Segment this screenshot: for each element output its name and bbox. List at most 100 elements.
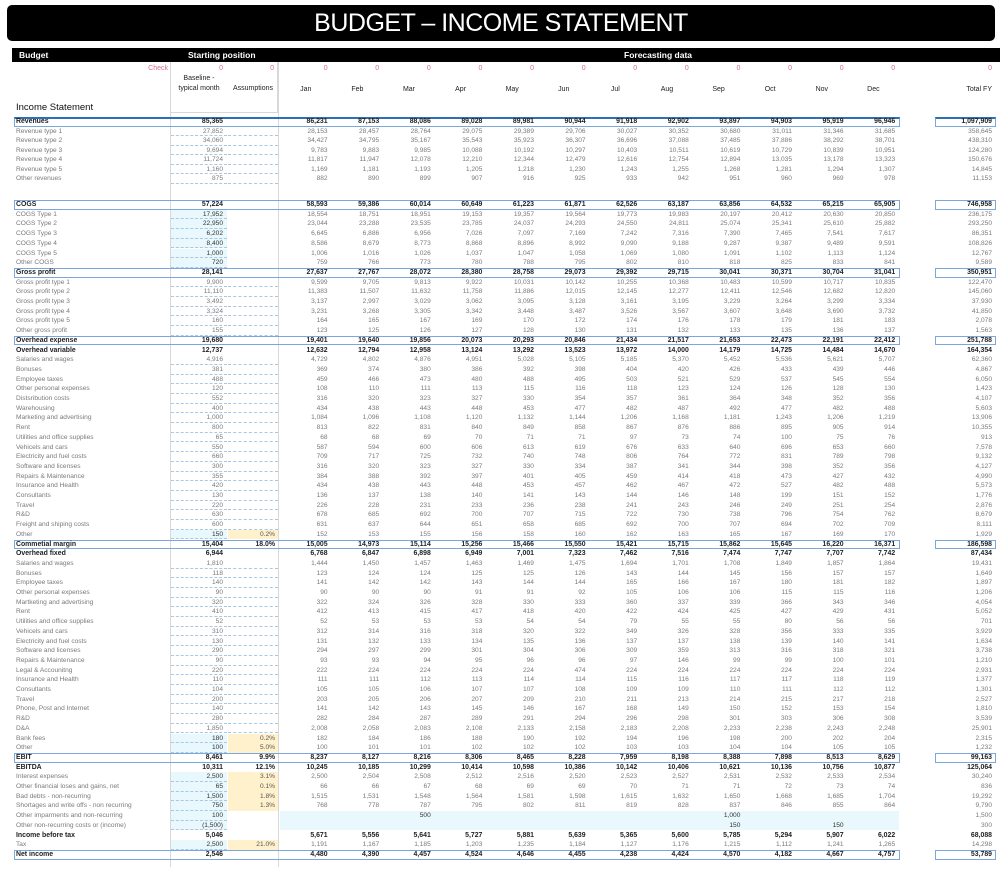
assumption-cell[interactable]: 5.0% — [228, 743, 278, 753]
month-cell-jun[interactable] — [538, 811, 590, 821]
month-cell-may[interactable] — [486, 820, 538, 831]
baseline-cell[interactable]: 8,400 — [171, 238, 227, 249]
month-cell-aug[interactable] — [641, 811, 693, 821]
month-cell-oct[interactable] — [744, 811, 796, 821]
row-label: D&A — [16, 724, 30, 732]
month-cell-jan: 768 — [316, 802, 328, 810]
assumption-cell[interactable]: 0.2% — [228, 529, 278, 540]
month-cell-may: 128 — [522, 327, 534, 335]
assumption-cell[interactable]: 1.8% — [228, 791, 278, 802]
month-cell-apr: 10,414 — [461, 763, 483, 771]
month-cell-mar: 224 — [419, 666, 431, 674]
month-cell-jun[interactable] — [538, 820, 590, 831]
month-cell-aug: 213 — [677, 695, 689, 703]
month-cell-oct: 1,112 — [775, 841, 792, 849]
month-cell-jul: 360 — [626, 598, 638, 606]
total-fy-cell: 2,931 — [975, 666, 992, 674]
assumption-cell[interactable]: 1.3% — [228, 801, 278, 812]
row-label: Legal & Accounitng — [16, 666, 73, 674]
month-cell-may[interactable] — [486, 811, 538, 821]
month-cell-sep[interactable]: 1,000 — [692, 811, 745, 821]
table-row: Other revenues 875 882 890 899 907 916 925 933 94… — [0, 174, 1005, 184]
month-cell-feb[interactable] — [331, 811, 384, 821]
row-border — [14, 335, 900, 346]
month-cell-jun: 477 — [574, 404, 586, 412]
baseline-cell[interactable]: 2,500 — [171, 772, 227, 782]
assumption-cell — [228, 346, 278, 356]
month-cell-dec: 25,882 — [875, 220, 896, 228]
total-fy-cell: 30,240 — [971, 773, 992, 781]
check-value: 0 — [530, 65, 534, 72]
month-cell-nov[interactable] — [796, 811, 848, 821]
month-cell-jul: 503 — [626, 375, 638, 383]
baseline-cell[interactable]: (1,500) — [171, 820, 227, 831]
baseline-cell[interactable]: 17,952 — [171, 209, 227, 220]
month-cell-nov: 789 — [832, 453, 844, 461]
month-cell-jul: 21,434 — [616, 336, 638, 344]
month-cell-dec[interactable] — [847, 820, 900, 831]
total-border — [935, 335, 996, 346]
baseline-cell[interactable]: 150 — [171, 529, 227, 540]
month-cell-aug[interactable] — [641, 820, 693, 831]
assumption-cell — [228, 724, 278, 734]
assumption-cell[interactable]: 3.1% — [228, 772, 278, 782]
month-cell-apr[interactable] — [434, 820, 487, 831]
baseline-cell[interactable]: 65 — [171, 782, 227, 792]
month-cell-dec: 308 — [884, 715, 896, 723]
month-cell-aug: 73 — [681, 433, 689, 441]
month-cell-jul: 5,365 — [619, 831, 638, 839]
month-cell-jul[interactable] — [589, 820, 642, 831]
baseline-cell[interactable]: 750 — [171, 801, 227, 812]
month-cell-mar[interactable] — [383, 820, 435, 831]
baseline-cell[interactable]: 22,950 — [171, 219, 227, 230]
month-cell-sep[interactable]: 150 — [692, 820, 745, 831]
baseline-cell[interactable]: 2,500 — [171, 840, 227, 850]
month-cell-feb[interactable] — [331, 820, 384, 831]
assumption-cell[interactable]: 21.0% — [228, 840, 278, 850]
month-cell-jul: 722 — [626, 511, 638, 519]
month-cell-oct: 139 — [780, 637, 792, 645]
month-cell-jan: 294 — [316, 647, 328, 655]
month-cell-dec: 13,323 — [875, 156, 896, 164]
baseline-cell[interactable]: 100 — [171, 811, 227, 821]
month-cell-nov[interactable]: 150 — [796, 820, 848, 831]
month-cell-mar[interactable]: 500 — [383, 811, 435, 821]
month-cell-jan[interactable] — [280, 820, 332, 831]
month-cell-oct: 20,412 — [771, 210, 792, 218]
month-cell-aug: 361 — [677, 395, 689, 402]
assumption-cell[interactable]: 0.1% — [228, 782, 278, 792]
total-fy-cell: 4,054 — [975, 598, 992, 606]
baseline-cell[interactable]: 1,500 — [171, 791, 227, 802]
month-cell-sep: 15,862 — [719, 540, 741, 548]
month-cell-jun: 144 — [574, 579, 586, 587]
table-row: Consultants 104 105 105 106 107 107 108 109 109 11… — [0, 685, 1005, 695]
table-row: Rent 800 813 822 831 840 849 858 867 876 886 895 905… — [0, 423, 1005, 433]
month-cell-dec: 152 — [884, 492, 896, 499]
total-fy-cell: 438,310 — [968, 137, 992, 145]
check-value: 0 — [684, 65, 689, 72]
baseline-cell[interactable]: 1,000 — [171, 248, 227, 259]
assumption-cell[interactable]: 0.2% — [228, 733, 278, 744]
month-cell-mar: 167 — [419, 317, 431, 325]
month-cell-jul[interactable] — [589, 811, 642, 821]
month-cell-feb: 438 — [368, 482, 380, 490]
month-cell-apr: 7,026 — [465, 230, 483, 238]
baseline-cell[interactable]: 720 — [171, 258, 227, 268]
month-cell-dec[interactable] — [847, 811, 900, 821]
baseline-cell[interactable]: 180 — [171, 733, 227, 744]
month-cell-mar: 9,813 — [414, 278, 431, 286]
check-value: 0 — [426, 65, 431, 72]
month-cell-jun: 3,487 — [569, 307, 586, 315]
month-cell-jan: 9,599 — [311, 278, 328, 286]
row-label: Software and licenses — [16, 462, 81, 470]
month-cell-oct[interactable] — [744, 820, 796, 831]
total-fy-cell: 12,767 — [971, 249, 992, 257]
month-cell-jan[interactable] — [280, 811, 332, 821]
baseline-cell[interactable]: 6,202 — [171, 229, 227, 239]
month-cell-apr[interactable] — [434, 811, 487, 821]
baseline-cell[interactable]: 100 — [171, 743, 227, 753]
month-cell-sep: 1,650 — [723, 792, 741, 800]
baseline-cell: 488 — [171, 375, 227, 385]
month-cell-jul: 4,238 — [619, 850, 638, 858]
month-cell-aug: 1,632 — [672, 792, 689, 800]
